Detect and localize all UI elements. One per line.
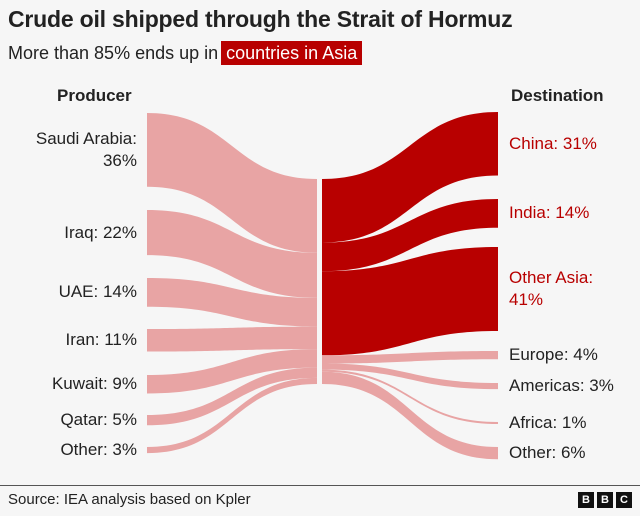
source-label: UAE: 14% bbox=[59, 281, 137, 303]
logo-letter: C bbox=[616, 492, 632, 508]
source-label: Other: 3% bbox=[60, 439, 137, 461]
destination-label: India: 14% bbox=[509, 202, 589, 224]
destination-flow-other bbox=[322, 371, 498, 460]
source-label: Kuwait: 9% bbox=[52, 373, 137, 395]
label-text: Kuwait: 9% bbox=[51, 374, 137, 394]
source-label: Iraq: 22% bbox=[64, 222, 137, 244]
label-text: India: 14% bbox=[509, 203, 590, 223]
producer-header: Producer bbox=[57, 86, 132, 105]
destination-flow-other-asia bbox=[322, 247, 498, 356]
label-value: 41% bbox=[509, 290, 544, 310]
subtitle-prefix: More than 85% ends up in bbox=[8, 43, 219, 63]
footer-divider bbox=[0, 485, 640, 486]
source-note: Source: IEA analysis based on Kpler bbox=[8, 491, 251, 508]
destination-flow-africa bbox=[322, 369, 498, 425]
label-text: Other Asia: bbox=[509, 268, 594, 288]
destination-flow-americas bbox=[322, 363, 498, 390]
label-text: Qatar: 5% bbox=[60, 410, 137, 430]
logo-letter: B bbox=[597, 492, 613, 508]
chart-title: Crude oil shipped through the Strait of … bbox=[8, 6, 513, 32]
label-text: Americas: 3% bbox=[509, 376, 614, 396]
destination-flow-india bbox=[322, 199, 498, 272]
destination-label: Other: 6% bbox=[509, 442, 586, 464]
destination-label: Americas: 3% bbox=[509, 375, 614, 397]
source-flow-uae bbox=[147, 278, 317, 327]
logo-letter: B bbox=[578, 492, 594, 508]
source-flow-iran bbox=[147, 326, 317, 352]
label-value: 36% bbox=[102, 150, 137, 170]
source-flow-qatar bbox=[147, 367, 317, 426]
source-label: Iran: 11% bbox=[65, 329, 137, 351]
destination-flow-china bbox=[322, 112, 498, 243]
label-text: China: 31% bbox=[509, 133, 597, 153]
destination-header: Destination bbox=[511, 86, 604, 105]
label-text: UAE: 14% bbox=[58, 282, 137, 302]
label-text: Saudi Arabia: bbox=[35, 128, 137, 148]
destination-label: China: 31% bbox=[509, 133, 597, 155]
label-text: Africa: 1% bbox=[509, 413, 587, 433]
source-label: Saudi Arabia: 36% bbox=[36, 128, 137, 172]
bbc-logo: B B C bbox=[578, 492, 632, 508]
destination-label: Africa: 1% bbox=[509, 412, 586, 434]
source-flow-other bbox=[147, 377, 317, 454]
label-text: Europe: 4% bbox=[509, 345, 598, 365]
subtitle-highlight: countries in Asia bbox=[221, 41, 363, 65]
label-text: Other: 6% bbox=[509, 443, 586, 463]
source-label: Qatar: 5% bbox=[60, 409, 137, 431]
source-flow-kuwait bbox=[147, 349, 317, 394]
label-text: Iraq: 22% bbox=[64, 222, 137, 242]
destination-flow-europe bbox=[322, 351, 498, 364]
source-flow-saudi-arabia bbox=[147, 113, 317, 253]
destination-label: Other Asia: 41% bbox=[509, 267, 593, 311]
chart-subtitle: More than 85% ends up in countries in Asi… bbox=[8, 41, 363, 65]
destination-label: Europe: 4% bbox=[509, 344, 598, 366]
source-flow-iraq bbox=[147, 210, 317, 298]
label-text: Other: 3% bbox=[60, 440, 137, 460]
label-text: Iran: 11% bbox=[65, 330, 137, 350]
